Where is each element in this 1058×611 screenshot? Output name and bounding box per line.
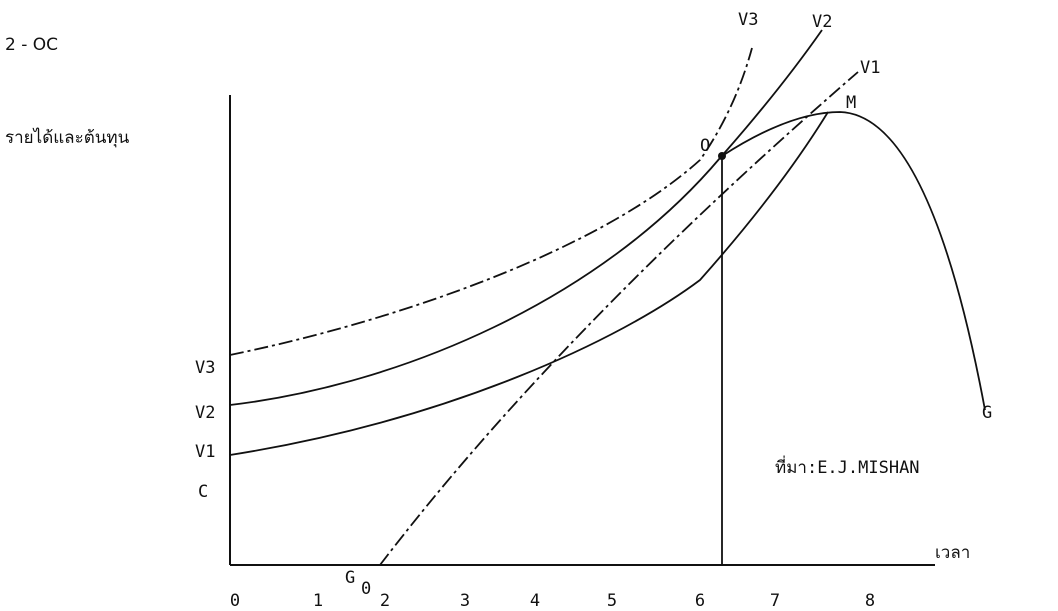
x-tick-label: 6 xyxy=(695,591,705,611)
curve-label: G xyxy=(982,403,992,423)
x-tick-label: 8 xyxy=(865,591,875,611)
curve-label: O xyxy=(700,136,710,156)
formula: 2 - OC xyxy=(5,35,58,55)
curve-label-sub: 0 xyxy=(361,579,371,599)
x-tick-label: 1 xyxy=(313,591,323,611)
curve-label: V1 xyxy=(860,58,880,78)
x-tick-label: 3 xyxy=(460,591,470,611)
x-tick-label: 0 xyxy=(230,591,240,611)
diagram: 2 - OC รายได้และต้นทุน เวลา V3 V2 V1 C V… xyxy=(0,0,1058,611)
curve-label: G xyxy=(345,568,355,588)
x-axis-label: เวลา xyxy=(935,543,970,563)
curve-label: V3 xyxy=(738,10,758,30)
x-tick-label: 7 xyxy=(770,591,780,611)
y-axis-label: รายได้และต้นทุน xyxy=(5,127,130,148)
y-mark: V1 xyxy=(195,442,215,462)
background xyxy=(0,0,1058,611)
source: ที่มา:E.J.MISHAN xyxy=(775,455,920,478)
x-tick-label: 4 xyxy=(530,591,540,611)
y-mark: V2 xyxy=(195,403,215,423)
y-mark: V3 xyxy=(195,358,215,378)
x-tick-label: 5 xyxy=(607,591,617,611)
optimum-point xyxy=(718,152,726,160)
curve-label: V2 xyxy=(812,12,832,32)
curve-label: M xyxy=(846,93,856,113)
y-mark: C xyxy=(198,482,208,502)
x-tick-label: 2 xyxy=(380,591,390,611)
